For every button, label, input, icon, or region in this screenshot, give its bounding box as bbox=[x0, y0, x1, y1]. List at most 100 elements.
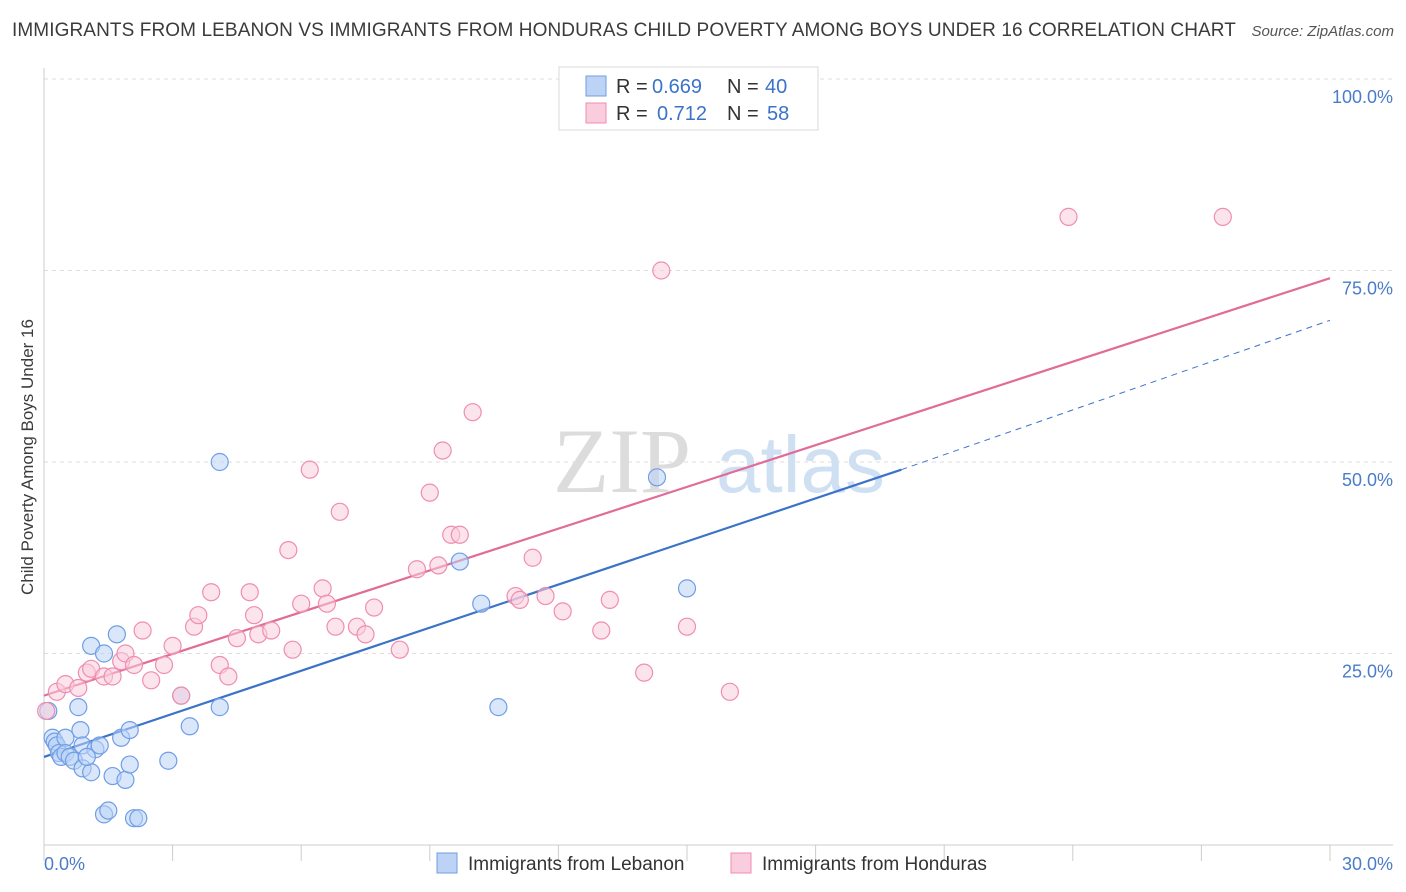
trend-line-0 bbox=[43, 468, 902, 758]
point-1-22 bbox=[240, 583, 259, 602]
point-1-37 bbox=[390, 640, 409, 659]
x-tick-label-min: 0.0% bbox=[44, 854, 85, 874]
trend-line-extension-0 bbox=[901, 319, 1331, 471]
point-1-36 bbox=[364, 598, 384, 617]
point-1-52 bbox=[635, 663, 654, 682]
point-0-24 bbox=[116, 770, 135, 789]
point-0-26 bbox=[120, 755, 139, 774]
point-1-28 bbox=[292, 594, 311, 613]
point-1-48 bbox=[536, 586, 555, 606]
bottom-legend-swatch-honduras bbox=[730, 852, 752, 874]
point-1-51 bbox=[600, 590, 619, 609]
point-0-20 bbox=[99, 801, 118, 820]
point-1-23 bbox=[244, 606, 264, 625]
point-0-31 bbox=[180, 717, 199, 736]
point-1-44 bbox=[463, 403, 482, 422]
point-0-18 bbox=[94, 644, 114, 663]
point-0-34 bbox=[450, 552, 469, 571]
point-0-11 bbox=[71, 720, 90, 740]
point-1-3 bbox=[69, 678, 88, 698]
point-1-39 bbox=[420, 483, 439, 502]
legend-r-value-2: 0.712 bbox=[657, 103, 707, 125]
point-0-35 bbox=[472, 594, 491, 613]
grid-lines bbox=[44, 78, 1393, 654]
bottom-legend-label-lebanon: Immigrants from Lebanon bbox=[468, 854, 685, 875]
point-0-39 bbox=[77, 747, 96, 767]
point-0-6 bbox=[56, 728, 75, 747]
watermark-zip: ZIP bbox=[553, 410, 691, 512]
point-1-57 bbox=[1213, 207, 1232, 226]
point-1-11 bbox=[133, 621, 152, 640]
source-credit: Source: ZipAtlas.com bbox=[1251, 23, 1394, 40]
watermark-atlas: atlas bbox=[716, 420, 885, 509]
legend-swatch-honduras bbox=[585, 102, 607, 124]
point-0-17 bbox=[90, 736, 109, 755]
point-0-22 bbox=[107, 625, 126, 644]
legend-n-value-2: 58 bbox=[767, 103, 789, 125]
legend-r-label-2: R = bbox=[616, 103, 648, 125]
legend-r-value-1: 0.669 bbox=[652, 76, 702, 98]
point-0-14 bbox=[82, 763, 101, 782]
point-1-40 bbox=[429, 556, 448, 575]
point-1-21 bbox=[227, 629, 246, 648]
legend-n-value-1: 40 bbox=[765, 76, 787, 98]
point-1-50 bbox=[592, 621, 611, 640]
y-tick-labels: 25.0% 50.0% 75.0% 100.0% bbox=[1332, 87, 1393, 682]
point-1-7 bbox=[103, 667, 122, 686]
point-1-47 bbox=[523, 548, 542, 567]
legend-r-label-1: R = bbox=[616, 76, 648, 98]
point-1-49 bbox=[553, 602, 572, 621]
point-0-10 bbox=[69, 698, 88, 717]
point-1-32 bbox=[326, 617, 345, 636]
point-1-10 bbox=[124, 655, 144, 675]
point-1-14 bbox=[163, 636, 182, 655]
bottom-legend-label-honduras: Immigrants from Honduras bbox=[762, 854, 987, 875]
point-1-13 bbox=[154, 655, 174, 675]
point-1-38 bbox=[407, 560, 427, 579]
x-tick-label-max: 30.0% bbox=[1342, 854, 1393, 874]
point-0-28 bbox=[129, 809, 148, 828]
point-1-43 bbox=[450, 525, 469, 544]
legend-n-label-1: N = bbox=[727, 76, 759, 98]
point-0-37 bbox=[647, 468, 667, 487]
point-1-0 bbox=[37, 701, 56, 721]
point-1-30 bbox=[313, 579, 332, 598]
y-axis-label: Child Poverty Among Boys Under 16 bbox=[18, 319, 37, 595]
point-1-53 bbox=[652, 261, 671, 280]
point-1-27 bbox=[283, 640, 302, 659]
point-1-55 bbox=[720, 682, 739, 701]
point-0-32 bbox=[210, 698, 229, 717]
point-1-17 bbox=[189, 606, 208, 625]
y-tick-label-50: 50.0% bbox=[1342, 470, 1393, 490]
point-0-25 bbox=[120, 720, 139, 740]
trend-lines bbox=[43, 277, 1331, 758]
point-1-12 bbox=[142, 671, 161, 690]
point-0-33 bbox=[210, 452, 229, 472]
point-0-29 bbox=[159, 751, 178, 770]
point-1-29 bbox=[300, 460, 319, 479]
point-1-20 bbox=[219, 667, 238, 686]
point-0-38 bbox=[677, 579, 697, 598]
bottom-legend: Immigrants from Lebanon Immigrants from … bbox=[436, 852, 987, 875]
point-1-33 bbox=[330, 502, 349, 521]
point-1-35 bbox=[356, 625, 375, 644]
y-tick-label-100: 100.0% bbox=[1332, 87, 1393, 107]
data-points bbox=[37, 207, 1232, 828]
watermark: ZIP atlas bbox=[553, 410, 885, 512]
legend-swatch-lebanon bbox=[585, 75, 607, 97]
point-1-31 bbox=[317, 594, 337, 613]
point-1-41 bbox=[433, 441, 452, 460]
point-1-18 bbox=[202, 583, 221, 602]
point-1-46 bbox=[510, 590, 529, 609]
point-1-56 bbox=[1059, 207, 1078, 226]
chart-title: IMMIGRANTS FROM LEBANON VS IMMIGRANTS FR… bbox=[12, 20, 1236, 41]
point-0-36 bbox=[489, 698, 508, 717]
bottom-legend-swatch-lebanon bbox=[436, 852, 458, 874]
point-1-25 bbox=[262, 621, 281, 640]
point-1-15 bbox=[172, 686, 191, 705]
legend-n-label-2: N = bbox=[727, 103, 759, 125]
y-tick-label-75: 75.0% bbox=[1342, 279, 1393, 299]
y-tick-label-25: 25.0% bbox=[1342, 662, 1393, 682]
point-1-54 bbox=[677, 617, 697, 636]
